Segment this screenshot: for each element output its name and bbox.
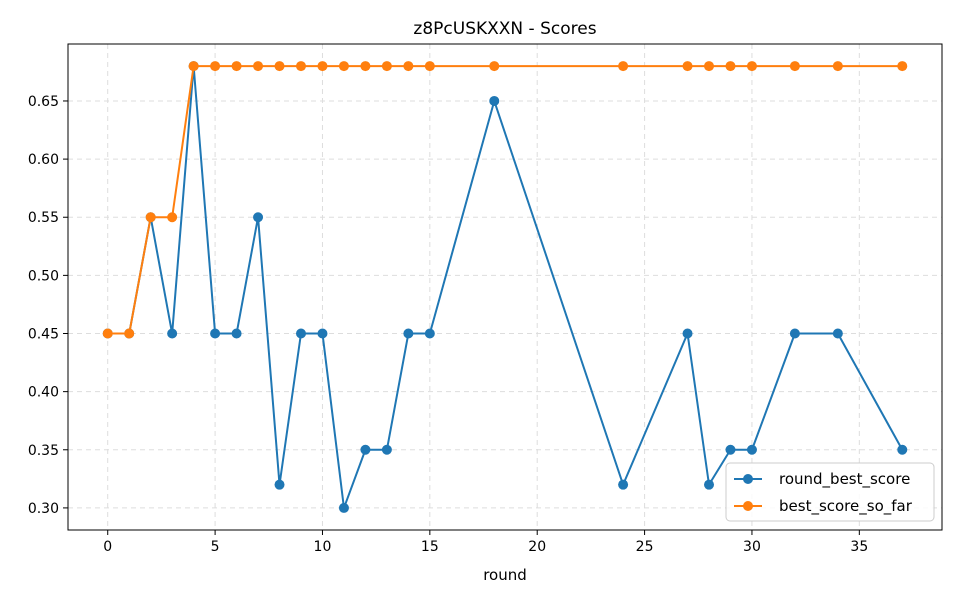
data-point-best-score-so-far bbox=[682, 61, 693, 72]
data-point-round-best-score bbox=[274, 479, 285, 490]
data-point-round-best-score bbox=[682, 328, 693, 339]
x-tick-label: 35 bbox=[850, 539, 868, 555]
data-point-round-best-score bbox=[253, 212, 264, 223]
x-axis: 0 5 10 15 20 25 30 35 bbox=[103, 530, 868, 555]
chart-title: z8PcUSKXXN - Scores bbox=[413, 19, 596, 39]
y-tick-label: 0.45 bbox=[28, 327, 59, 343]
data-point-best-score-so-far bbox=[403, 61, 414, 72]
data-point-best-score-so-far bbox=[210, 61, 221, 72]
data-point-round-best-score bbox=[704, 479, 715, 490]
x-tick-label: 25 bbox=[636, 539, 654, 555]
x-tick-label: 20 bbox=[528, 539, 546, 555]
x-tick-label: 0 bbox=[103, 539, 112, 555]
y-tick-label: 0.55 bbox=[28, 210, 59, 226]
series-best-score-so-far bbox=[102, 61, 908, 339]
data-point-best-score-so-far bbox=[704, 61, 715, 72]
data-point-best-score-so-far bbox=[789, 61, 800, 72]
data-point-round-best-score bbox=[338, 502, 349, 513]
data-point-best-score-so-far bbox=[145, 212, 156, 223]
legend-item-round-best-score: round_best_score bbox=[734, 470, 910, 489]
legend: round_best_score best_score_so_far bbox=[725, 462, 935, 522]
data-point-round-best-score bbox=[424, 328, 435, 339]
data-point-round-best-score bbox=[746, 444, 757, 455]
plot-frame bbox=[67, 43, 943, 531]
data-point-best-score-so-far bbox=[295, 61, 306, 72]
data-point-round-best-score bbox=[403, 328, 414, 339]
data-point-round-best-score bbox=[231, 328, 242, 339]
data-point-best-score-so-far bbox=[317, 61, 328, 72]
x-tick-label: 10 bbox=[314, 539, 332, 555]
data-point-round-best-score bbox=[317, 328, 328, 339]
data-point-best-score-so-far bbox=[274, 61, 285, 72]
data-point-round-best-score bbox=[295, 328, 306, 339]
y-tick-label: 0.40 bbox=[28, 385, 59, 401]
data-point-round-best-score bbox=[897, 444, 908, 455]
data-point-best-score-so-far bbox=[489, 61, 500, 72]
data-point-best-score-so-far bbox=[253, 61, 264, 72]
legend-label-best-score-so-far: best_score_so_far bbox=[779, 497, 913, 516]
x-tick-label: 30 bbox=[743, 539, 761, 555]
data-point-best-score-so-far bbox=[381, 61, 392, 72]
data-point-best-score-so-far bbox=[102, 328, 113, 339]
data-point-best-score-so-far bbox=[188, 61, 199, 72]
data-point-round-best-score bbox=[489, 95, 500, 106]
data-point-best-score-so-far bbox=[424, 61, 435, 72]
data-point-round-best-score bbox=[789, 328, 800, 339]
data-point-best-score-so-far bbox=[897, 61, 908, 72]
data-point-round-best-score bbox=[210, 328, 221, 339]
x-tick-label: 5 bbox=[211, 539, 220, 555]
data-point-best-score-so-far bbox=[360, 61, 371, 72]
data-point-best-score-so-far bbox=[746, 61, 757, 72]
x-axis-label: round bbox=[483, 566, 527, 584]
data-point-best-score-so-far bbox=[618, 61, 629, 72]
legend-marker-round-best-score bbox=[743, 474, 753, 484]
data-point-round-best-score bbox=[832, 328, 843, 339]
data-point-best-score-so-far bbox=[167, 212, 178, 223]
y-axis: 0.30 0.35 0.40 0.45 0.50 0.55 0.60 0.65 bbox=[28, 94, 68, 517]
data-point-best-score-so-far bbox=[231, 61, 242, 72]
x-tick-label: 15 bbox=[421, 539, 439, 555]
data-point-round-best-score bbox=[725, 444, 736, 455]
data-point-best-score-so-far bbox=[338, 61, 349, 72]
y-tick-label: 0.35 bbox=[28, 443, 59, 459]
data-point-best-score-so-far bbox=[124, 328, 135, 339]
y-tick-label: 0.30 bbox=[28, 501, 59, 517]
y-tick-label: 0.65 bbox=[28, 94, 59, 110]
legend-item-best-score-so-far: best_score_so_far bbox=[734, 497, 913, 516]
data-point-round-best-score bbox=[381, 444, 392, 455]
data-point-round-best-score bbox=[360, 444, 371, 455]
legend-marker-best-score-so-far bbox=[743, 501, 753, 511]
legend-label-round-best-score: round_best_score bbox=[779, 470, 910, 489]
data-point-best-score-so-far bbox=[832, 61, 843, 72]
legend-box bbox=[725, 462, 935, 522]
data-point-best-score-so-far bbox=[725, 61, 736, 72]
data-point-round-best-score bbox=[167, 328, 178, 339]
series-layer bbox=[102, 61, 908, 513]
data-point-round-best-score bbox=[618, 479, 629, 490]
y-tick-label: 0.50 bbox=[28, 268, 59, 284]
y-tick-label: 0.60 bbox=[28, 152, 59, 168]
